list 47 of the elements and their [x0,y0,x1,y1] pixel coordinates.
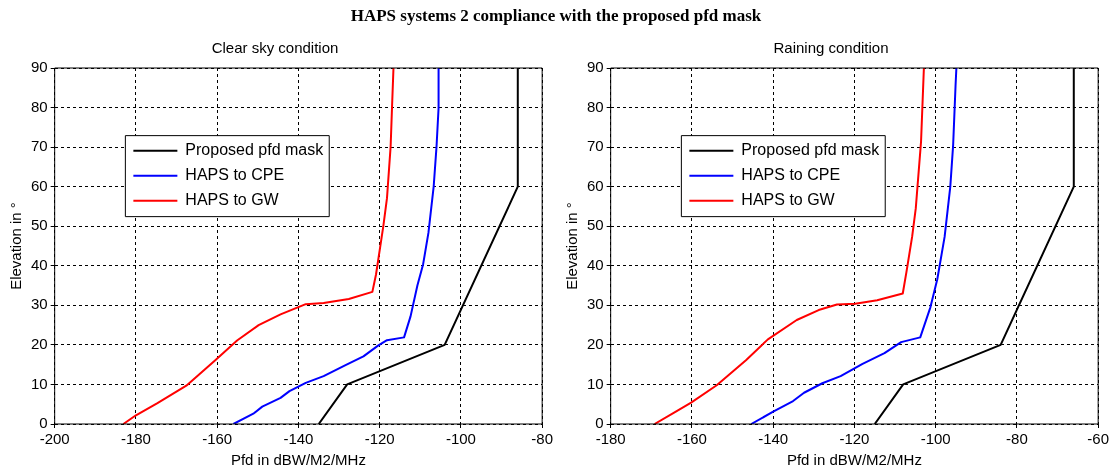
x-tick-label: -200 [39,430,70,448]
y-axis-title: Elevation in ° [563,202,581,290]
x-tick-label: -120 [364,430,395,448]
y-tick-label: 10 [587,374,604,392]
chart-title: Clear sky condition [211,39,339,57]
y-tick-label: 20 [587,335,604,353]
legend-label: HAPS to GW [185,191,280,209]
x-tick-label: -120 [839,430,870,448]
x-tick-label: -80 [1006,430,1028,448]
y-tick-label: 60 [31,176,48,194]
x-axis-title: Pfd in dBW/M2/MHz [786,451,922,469]
chart-title: Raining condition [773,39,889,57]
legend-label: Proposed pfd mask [185,141,325,159]
y-tick-label: 30 [587,295,604,313]
x-axis-title: Pfd in dBW/M2/MHz [230,451,366,469]
x-tick-label: -180 [120,430,151,448]
y-tick-label: 90 [587,58,604,76]
y-tick-label: 70 [587,137,604,155]
y-tick-label: 0 [39,414,48,432]
legend-label: HAPS to CPE [741,166,841,184]
y-tick-label: 50 [587,216,604,234]
y-tick-label: 80 [31,97,48,115]
x-tick-label: -140 [758,430,789,448]
legend-label: HAPS to GW [741,191,836,209]
y-tick-label: 40 [31,255,48,273]
y-tick-label: 80 [587,97,604,115]
x-tick-label: -160 [676,430,707,448]
y-tick-label: 30 [31,295,48,313]
y-tick-label: 70 [31,137,48,155]
y-tick-label: 0 [595,414,604,432]
x-tick-label: -100 [920,430,951,448]
y-tick-label: 20 [31,335,48,353]
legend-label: HAPS to CPE [185,166,285,184]
y-axis-title: Elevation in ° [7,202,25,290]
text: HAPS systems 2 compliance with the proposed pfd mask [349,6,763,26]
x-tick-label: -160 [202,430,233,448]
x-tick-label: -100 [445,430,476,448]
y-tick-label: 40 [587,255,604,273]
y-tick-label: 50 [31,216,48,234]
y-tick-label: 60 [587,176,604,194]
legend-label: Proposed pfd mask [741,141,881,159]
y-tick-label: 10 [31,374,48,392]
y-tick-label: 90 [31,58,48,76]
x-tick-label: -180 [595,430,626,448]
x-tick-label: -60 [1087,430,1109,448]
x-tick-label: -140 [283,430,314,448]
x-tick-label: -80 [531,430,553,448]
